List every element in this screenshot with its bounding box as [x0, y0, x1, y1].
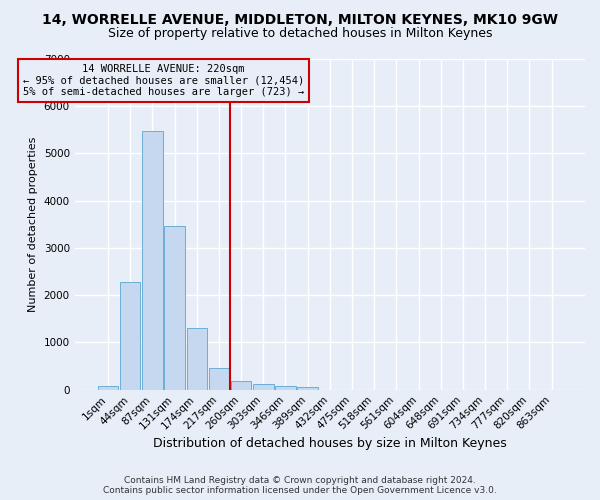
- Bar: [298, 388, 318, 390]
- Text: Size of property relative to detached houses in Milton Keynes: Size of property relative to detached ho…: [108, 28, 492, 40]
- Bar: [209, 368, 229, 390]
- Text: 14, WORRELLE AVENUE, MIDDLETON, MILTON KEYNES, MK10 9GW: 14, WORRELLE AVENUE, MIDDLETON, MILTON K…: [42, 12, 558, 26]
- Bar: [164, 226, 185, 390]
- Y-axis label: Number of detached properties: Number of detached properties: [28, 136, 38, 312]
- X-axis label: Distribution of detached houses by size in Milton Keynes: Distribution of detached houses by size …: [153, 437, 507, 450]
- Bar: [187, 328, 207, 390]
- Text: Contains HM Land Registry data © Crown copyright and database right 2024.
Contai: Contains HM Land Registry data © Crown c…: [103, 476, 497, 495]
- Bar: [253, 384, 274, 390]
- Bar: [98, 386, 118, 390]
- Bar: [120, 282, 140, 390]
- Bar: [231, 382, 251, 390]
- Bar: [142, 131, 163, 390]
- Text: 14 WORRELLE AVENUE: 220sqm
← 95% of detached houses are smaller (12,454)
5% of s: 14 WORRELLE AVENUE: 220sqm ← 95% of deta…: [23, 64, 304, 97]
- Bar: [275, 386, 296, 390]
